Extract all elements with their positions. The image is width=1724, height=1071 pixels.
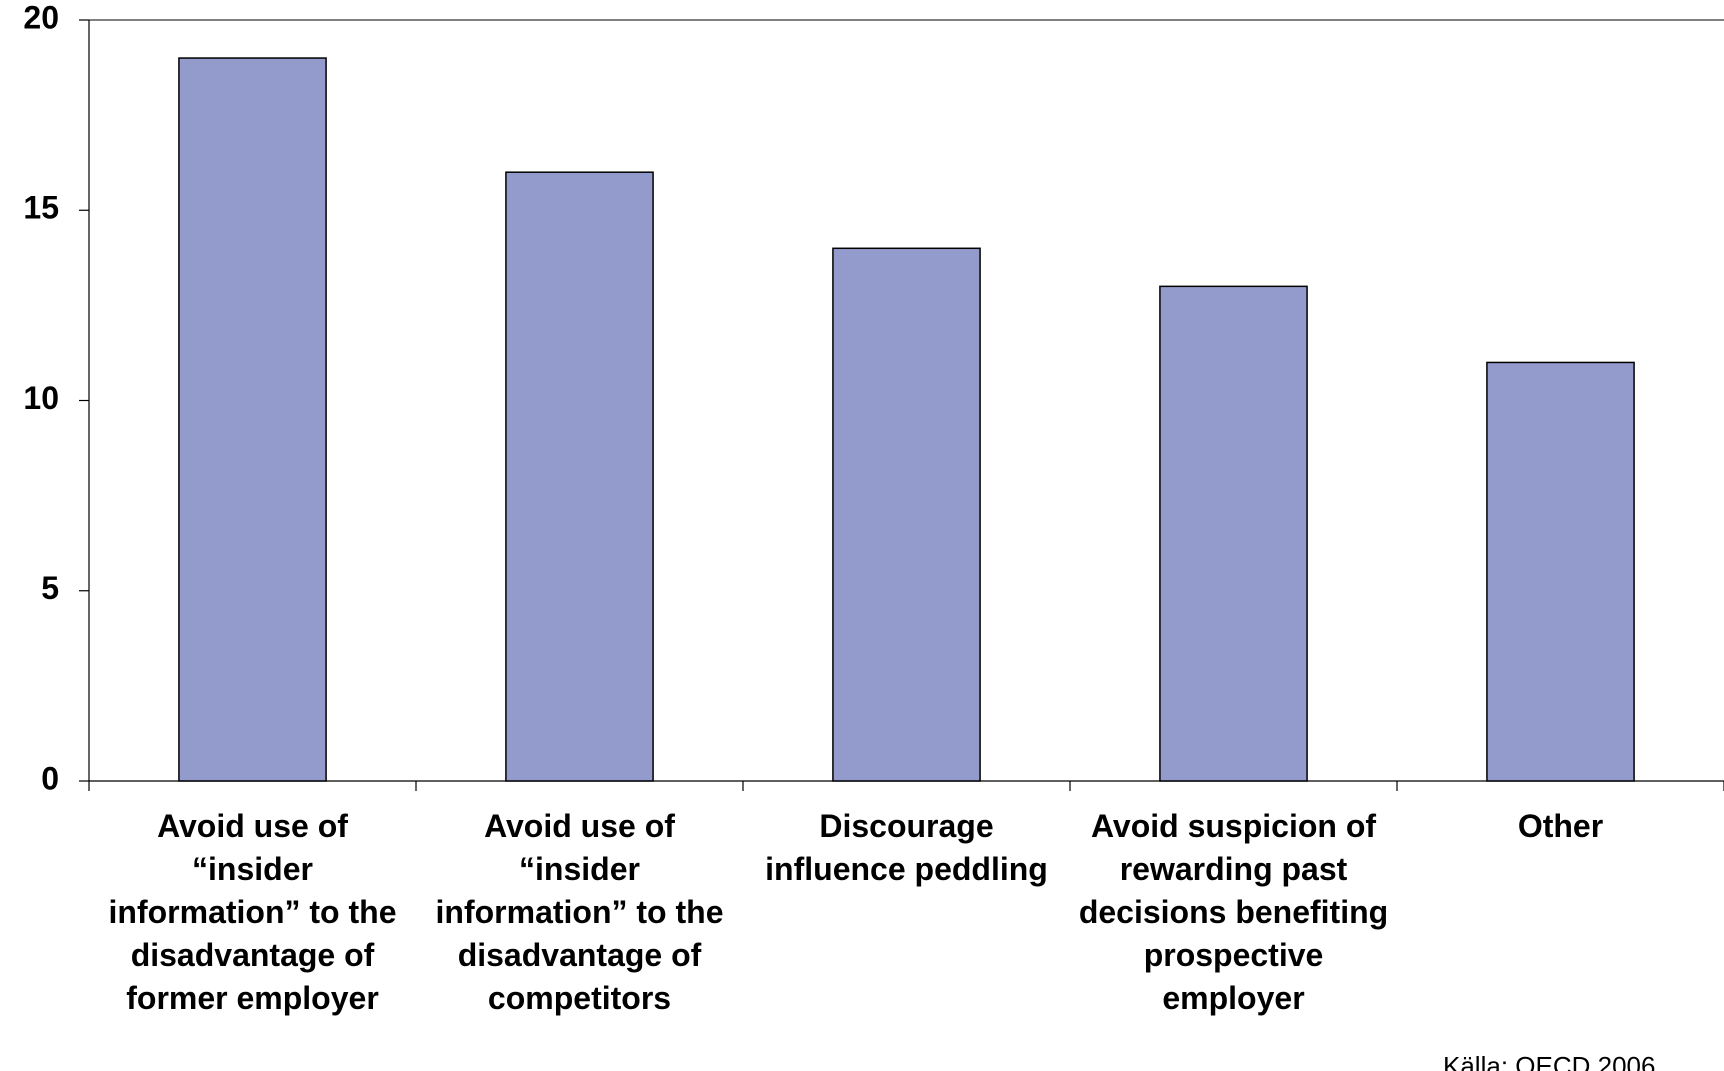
x-tick-label: Avoid use of “insider information” to th… <box>108 808 397 1016</box>
source-note: Källa: OECD 2006 <box>1443 1051 1655 1071</box>
bar <box>178 57 327 782</box>
x-tick-label: Avoid suspicion of rewarding past decisi… <box>1078 808 1389 1016</box>
y-tick-label: 5 <box>41 570 59 606</box>
x-tick-label: Discourage influence peddling <box>765 808 1048 887</box>
bar <box>1486 361 1635 782</box>
bar <box>505 171 654 782</box>
x-tick-label: Other <box>1517 808 1604 844</box>
bar <box>832 247 981 782</box>
y-tick-label: 0 <box>41 760 59 796</box>
y-tick-label: 10 <box>23 380 59 416</box>
x-tick-label: Avoid use of “insider information” to th… <box>435 808 724 1016</box>
bar <box>1159 285 1308 782</box>
y-tick-label: 20 <box>23 0 59 35</box>
y-tick-label: 15 <box>23 190 59 226</box>
